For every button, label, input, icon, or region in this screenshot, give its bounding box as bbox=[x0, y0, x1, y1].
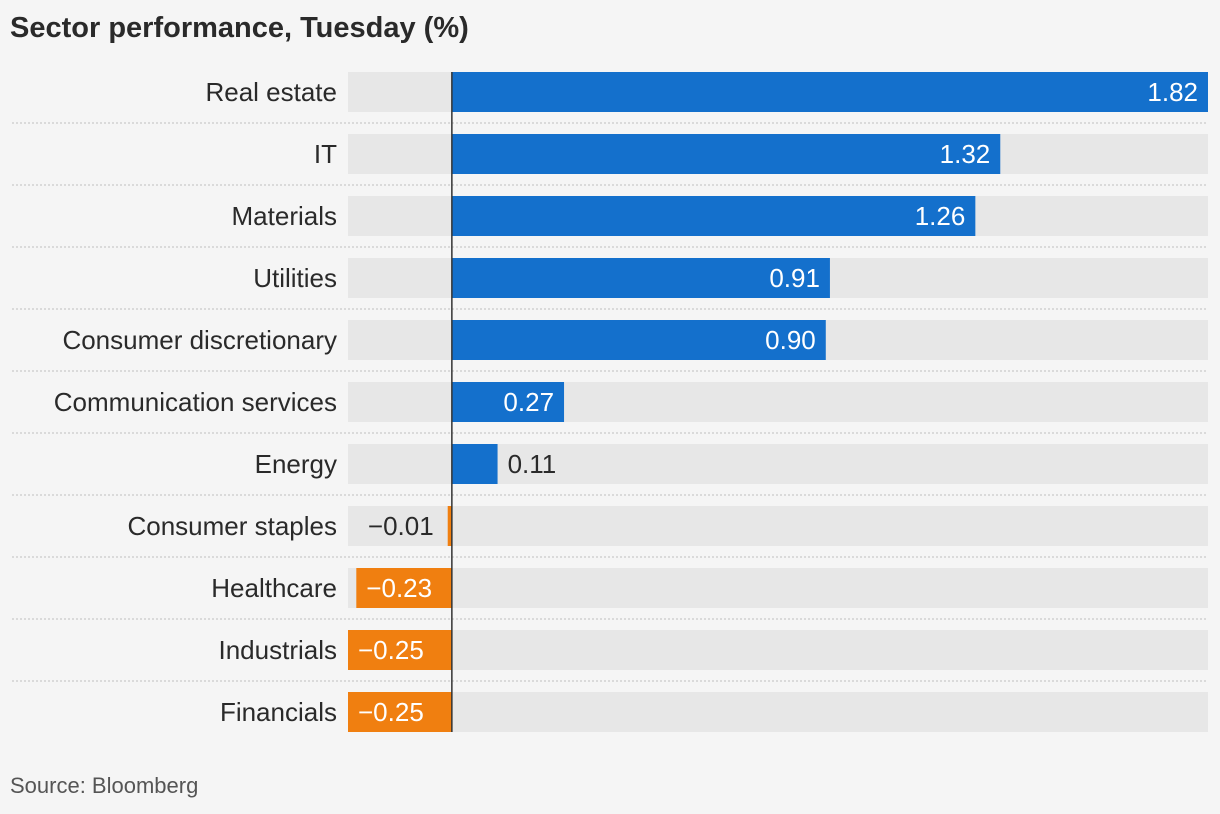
category-label: Consumer staples bbox=[127, 511, 337, 541]
value-label: 0.27 bbox=[503, 387, 554, 417]
value-label: −0.23 bbox=[366, 573, 432, 603]
bar bbox=[348, 630, 452, 670]
value-label: −0.01 bbox=[368, 511, 434, 541]
category-label: Communication services bbox=[54, 387, 337, 417]
value-label: 1.82 bbox=[1147, 77, 1198, 107]
category-label: Industrials bbox=[219, 635, 338, 665]
bar bbox=[356, 568, 452, 608]
source-note: Source: Bloomberg bbox=[10, 773, 199, 798]
value-label: −0.25 bbox=[358, 697, 424, 727]
bar bbox=[348, 692, 452, 732]
value-label: 0.90 bbox=[765, 325, 816, 355]
bar-track bbox=[348, 692, 1208, 732]
value-label: 1.32 bbox=[940, 139, 991, 169]
value-label: 0.11 bbox=[508, 449, 557, 479]
category-label: IT bbox=[314, 139, 337, 169]
bar bbox=[451, 196, 976, 236]
bar bbox=[451, 320, 826, 360]
category-label: Energy bbox=[255, 449, 337, 479]
value-label: −0.25 bbox=[358, 635, 424, 665]
category-label: Utilities bbox=[253, 263, 337, 293]
category-label: Materials bbox=[232, 201, 337, 231]
bar bbox=[447, 506, 452, 546]
value-label: 0.91 bbox=[769, 263, 820, 293]
chart-title: Sector performance, Tuesday (%) bbox=[10, 12, 469, 44]
bar bbox=[451, 258, 830, 298]
bar-track bbox=[348, 630, 1208, 670]
bar bbox=[451, 134, 1001, 174]
category-label: Healthcare bbox=[211, 573, 337, 603]
bar bbox=[451, 72, 1208, 112]
bar-track bbox=[348, 568, 1208, 608]
category-label: Consumer discretionary bbox=[62, 325, 337, 355]
bar bbox=[451, 382, 565, 422]
category-label: Financials bbox=[220, 697, 337, 727]
value-label: 1.26 bbox=[915, 201, 966, 231]
category-label: Real estate bbox=[205, 77, 337, 107]
bar-track bbox=[348, 506, 1208, 546]
bar bbox=[451, 444, 498, 484]
